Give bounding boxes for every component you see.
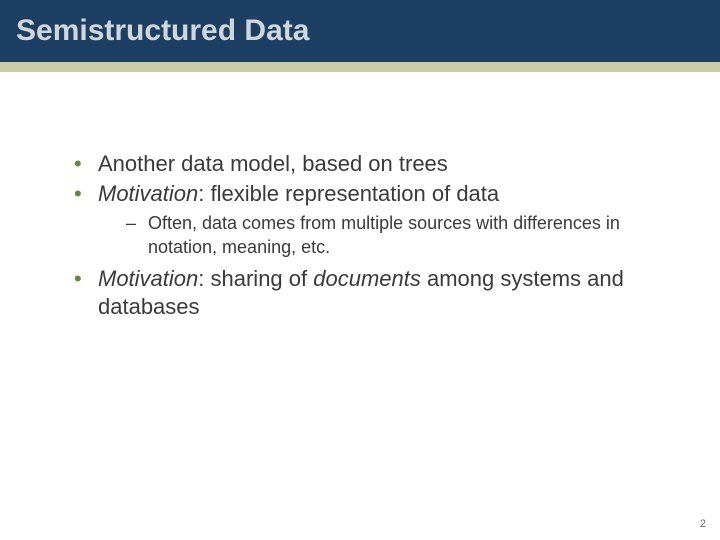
sub-bullet-text: Often, data comes from multiple sources …	[148, 213, 620, 256]
bullet-prefix: Motivation	[98, 266, 198, 291]
list-item: Often, data comes from multiple sources …	[98, 212, 660, 259]
bullet-emphasis: documents	[313, 266, 421, 291]
list-item: Another data model, based on trees	[68, 150, 660, 178]
bullet-text: Another data model, based on trees	[98, 151, 448, 176]
bullet-list: Another data model, based on trees Motiv…	[68, 150, 660, 321]
slide-content: Another data model, based on trees Motiv…	[0, 72, 720, 321]
slide-title: Semistructured Data	[16, 14, 309, 48]
title-bar: Semistructured Data	[0, 0, 720, 62]
sub-bullet-list: Often, data comes from multiple sources …	[98, 212, 660, 259]
list-item: Motivation: sharing of documents among s…	[68, 265, 660, 321]
bullet-text: : flexible representation of data	[198, 181, 499, 206]
bullet-text: : sharing of	[198, 266, 313, 291]
list-item: Motivation: flexible representation of d…	[68, 180, 660, 259]
bullet-prefix: Motivation	[98, 181, 198, 206]
page-number: 2	[700, 518, 706, 530]
accent-strip	[0, 62, 720, 72]
